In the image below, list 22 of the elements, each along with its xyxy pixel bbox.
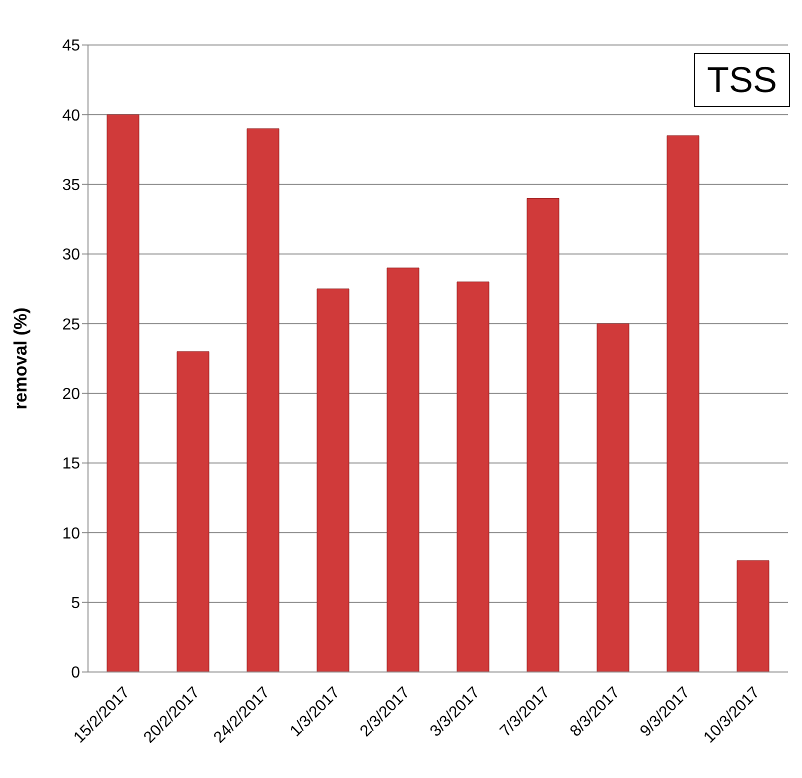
bar [106,114,140,672]
annotation: TSS [694,53,790,107]
bar [526,198,560,672]
y-tick-label: 20 [62,386,80,404]
y-tick-label: 25 [62,316,80,334]
y-tick-label: 0 [71,664,80,682]
bar [456,282,490,672]
bar [386,268,420,672]
bar [666,135,700,672]
bar [316,288,350,672]
y-tick-label: 15 [62,456,80,473]
y-axis-title: removal (%) [10,307,30,410]
y-tick-label: 5 [71,595,80,612]
bar [176,351,210,672]
y-tick-label: 30 [62,246,80,264]
bar [736,560,770,672]
bar [596,323,630,672]
y-tick-label: 10 [62,525,80,542]
y-tick-label: 45 [62,38,80,55]
bar [246,128,280,672]
y-tick-label: 40 [62,107,80,124]
y-tick-label: 35 [62,177,80,194]
